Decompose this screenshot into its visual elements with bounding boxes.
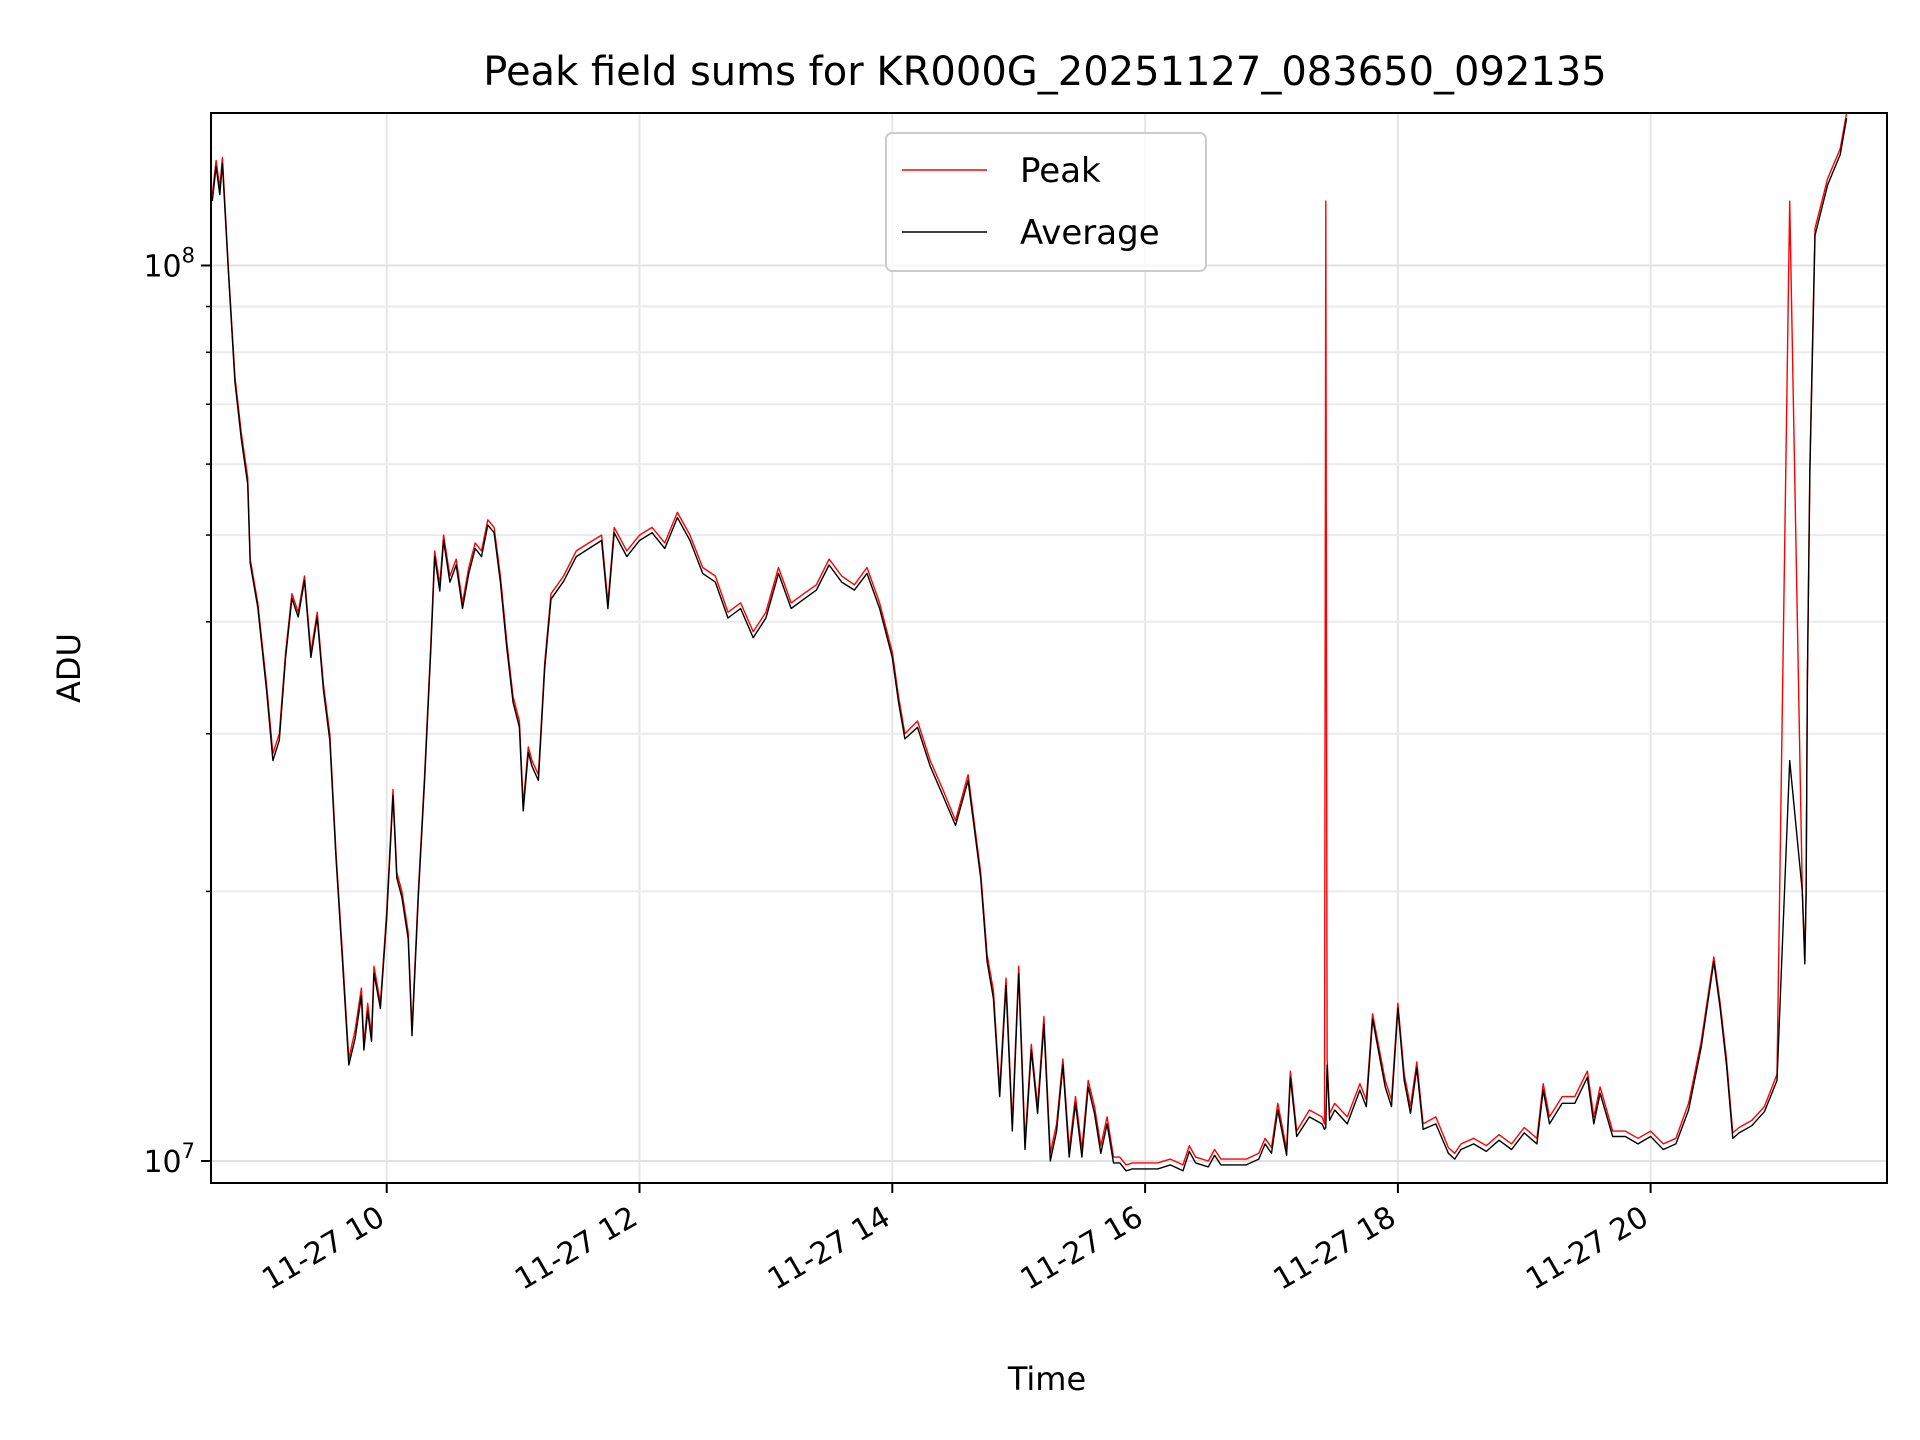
grid bbox=[211, 113, 1887, 1183]
y-axis-label: ADU bbox=[50, 633, 88, 703]
y-tick-label: 107 bbox=[143, 1139, 195, 1180]
legend-box bbox=[885, 132, 1207, 272]
x-axis-label: Time bbox=[1007, 1360, 1086, 1398]
y-tick-label: 108 bbox=[143, 244, 195, 285]
series-line-average bbox=[211, 118, 1848, 1172]
legend: Peak Average bbox=[885, 132, 1207, 272]
chart-title: Peak field sums for KR000G_20251127_0836… bbox=[483, 49, 1607, 95]
plot-frame bbox=[210, 112, 1888, 1184]
legend-label-average: Average bbox=[1020, 213, 1160, 253]
legend-label-peak: Peak bbox=[1020, 151, 1101, 191]
series-layer bbox=[211, 113, 1848, 1172]
